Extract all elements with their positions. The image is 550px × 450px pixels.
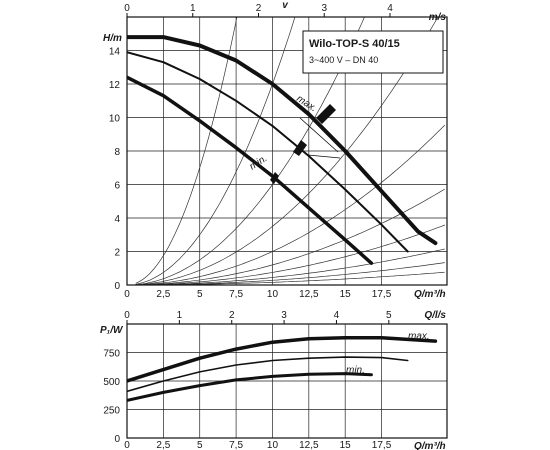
x-tick-label: 10 <box>267 440 279 450</box>
y-tick-label: 250 <box>103 406 120 417</box>
top-axis-tick-label: 4 <box>387 3 393 14</box>
pump-curve-max <box>127 35 438 246</box>
power-curve-min <box>127 372 373 402</box>
top-axis-tick-label: 2 <box>229 310 235 321</box>
top-axis-tick-label: 0 <box>124 3 130 14</box>
pump-curves <box>127 35 438 265</box>
min-speed-marker <box>270 172 279 184</box>
x-tick-label: 5 <box>197 440 203 450</box>
top-axis-tick-label: 5 <box>386 310 392 321</box>
x-tick-label: 15 <box>340 289 352 300</box>
system-curve <box>135 248 445 285</box>
y-tick-label: 10 <box>109 114 121 125</box>
legend-box <box>302 30 444 74</box>
x-tick-label: 15 <box>340 440 352 450</box>
power-top-axis-unit: Q/l/s <box>424 310 446 321</box>
x-tick-label: 12,5 <box>299 440 319 450</box>
power-frame <box>126 323 448 439</box>
x-tick-label: 12,5 <box>299 289 319 300</box>
system-curve <box>135 188 445 285</box>
x-tick-label: 5 <box>197 289 203 300</box>
power-y-axis-label: P₁/W <box>100 325 124 336</box>
power-curves <box>127 335 438 402</box>
y-tick-label: 500 <box>103 377 120 388</box>
system-curve <box>135 124 446 285</box>
y-tick-label: 0 <box>114 281 120 292</box>
marker-line <box>299 117 339 153</box>
marker-line <box>307 154 341 159</box>
power-max-label: max. <box>408 331 430 342</box>
system-curve <box>135 17 296 285</box>
y-tick-label: 0 <box>114 434 120 445</box>
top-axis-tick-label: 1 <box>177 310 183 321</box>
system-curve <box>135 17 439 285</box>
top-axis-label: v <box>282 0 289 11</box>
x-tick-label: 2,5 <box>156 440 170 450</box>
power-ticks: 0 2,5 5 7,5 10 12,5 15 17,5 0 250 500 750 0 1 2 3 4 5 <box>103 310 392 450</box>
y-tick-label: 14 <box>109 47 121 58</box>
y-tick-label: 750 <box>103 349 120 360</box>
top-axis-tick-label: 4 <box>334 310 340 321</box>
y-tick-label: 4 <box>114 214 120 225</box>
power-chart: 0 2,5 5 7,5 10 12,5 15 17,5 0 250 500 750 0 1 2 3 4 5 P₁/… <box>100 310 448 450</box>
chart-subtitle: 3~400 V – DN 40 <box>309 55 378 65</box>
y-axis-label: H/m <box>103 33 122 44</box>
x-tick-label: 2,5 <box>156 289 170 300</box>
x-tick-label: 0 <box>124 440 130 450</box>
chart-title: Wilo-TOP-S 40/15 <box>309 38 400 50</box>
mid-speed-marker <box>293 140 307 156</box>
y-tick-label: 2 <box>114 248 120 259</box>
power-grid <box>127 324 447 438</box>
top-axis-tick-label: 2 <box>256 3 262 14</box>
system-curve <box>135 17 365 285</box>
top-axis-unit: m/s <box>429 12 447 23</box>
power-curve-max <box>127 335 438 383</box>
system-curve <box>135 224 445 285</box>
x-tick-label: 17,5 <box>372 440 392 450</box>
y-tick-label: 8 <box>114 147 120 158</box>
power-x-axis-label: Q/m³/h <box>414 441 446 450</box>
pump-curve-min <box>127 75 374 265</box>
x-tick-label: 7,5 <box>229 289 243 300</box>
top-axis-tick-label: 3 <box>321 3 327 14</box>
power-curve-mid <box>127 356 409 393</box>
x-axis-label: Q/m³/h <box>414 289 446 300</box>
top-axis-tick-label: 0 <box>124 310 130 321</box>
x-tick-label: 10 <box>267 289 279 300</box>
y-tick-label: 6 <box>114 181 120 192</box>
top-axis-tick-label: 1 <box>190 3 196 14</box>
y-tick-label: 12 <box>109 80 121 91</box>
x-tick-label: 7,5 <box>229 440 243 450</box>
power-min-label: min. <box>346 365 365 376</box>
top-axis-tick-label: 3 <box>281 310 287 321</box>
x-tick-label: 17,5 <box>372 289 392 300</box>
x-tick-label: 0 <box>124 289 130 300</box>
max-speed-marker <box>316 104 336 124</box>
pump-curve-frame <box>126 16 448 286</box>
pump-curve-mid <box>127 51 409 253</box>
